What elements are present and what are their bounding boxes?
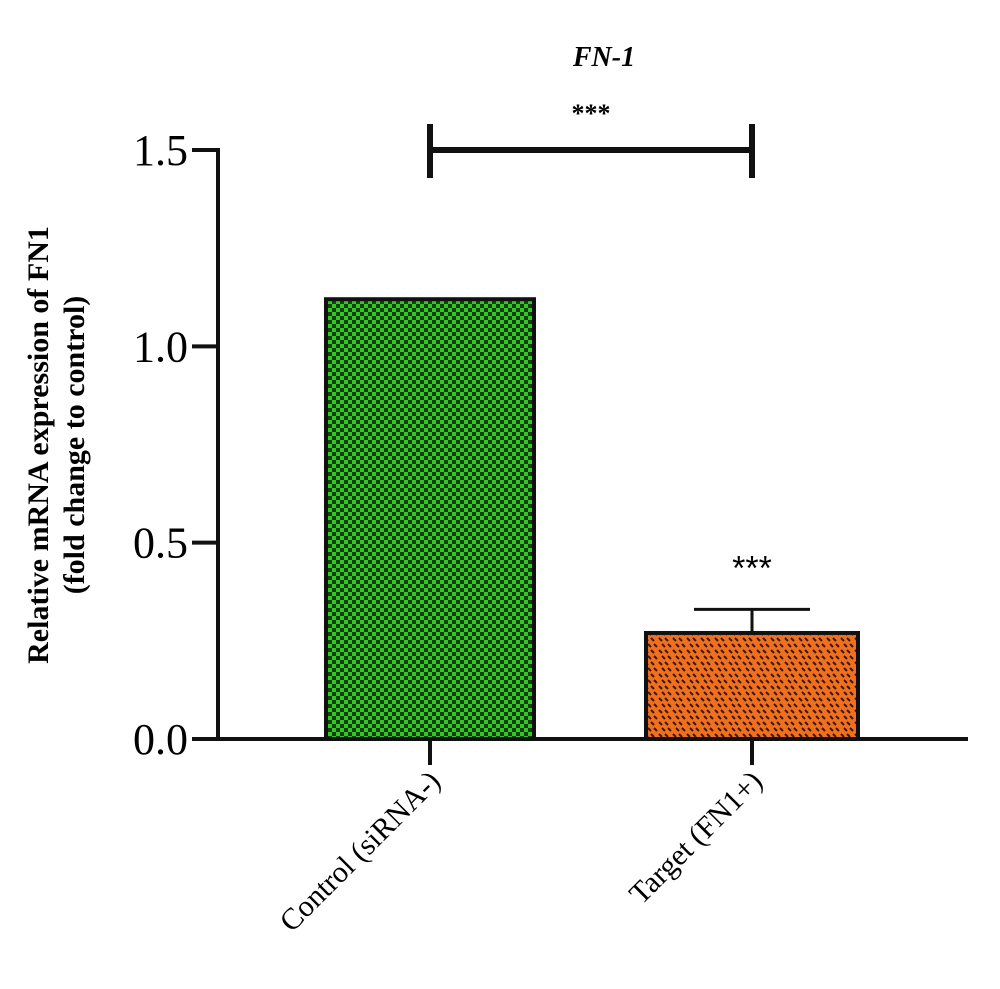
y-tick-label-0: 0.0	[133, 715, 188, 764]
y-axis-label-line-1: Relative mRNA expression of FN1	[22, 226, 55, 664]
significance-label-1: ***	[732, 549, 772, 587]
y-axis-label-line-2: (fold change to control)	[58, 296, 91, 595]
y-tick-label-3: 1.5	[133, 126, 188, 175]
bar-1	[644, 630, 860, 741]
y-tick-label-2: 1.0	[133, 322, 188, 371]
plot-area: 0.0 0.5 1.0 1.5 Control (siRNA-) Target (FN1+…	[133, 99, 968, 938]
x-tick-label-1: Target (FN1+)	[623, 765, 769, 911]
y-tick-label-1: 0.5	[133, 519, 188, 568]
x-tick-label-0: Control (siRNA-)	[273, 765, 447, 939]
bar-0	[324, 297, 536, 741]
chart-title: FN-1	[572, 42, 635, 73]
significance-label-0: ***	[572, 99, 611, 128]
y-axis-label: Relative mRNA expression of FN1 (fold ch…	[22, 226, 91, 664]
